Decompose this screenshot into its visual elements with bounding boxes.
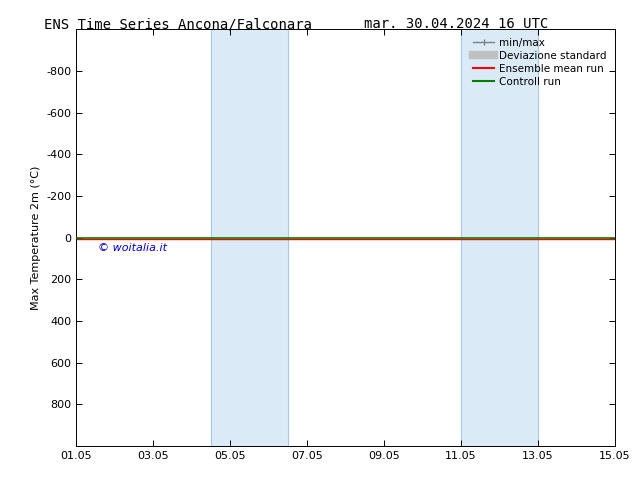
Bar	[210, 29, 288, 446]
Legend: min/max, Deviazione standard, Ensemble mean run, Controll run: min/max, Deviazione standard, Ensemble m…	[470, 35, 610, 90]
Text: © woitalia.it: © woitalia.it	[98, 243, 167, 253]
Text: mar. 30.04.2024 16 UTC: mar. 30.04.2024 16 UTC	[365, 17, 548, 31]
Y-axis label: Max Temperature 2m (°C): Max Temperature 2m (°C)	[30, 166, 41, 310]
Text: ENS Time Series Ancona/Falconara: ENS Time Series Ancona/Falconara	[44, 17, 311, 31]
Bar	[461, 29, 538, 446]
